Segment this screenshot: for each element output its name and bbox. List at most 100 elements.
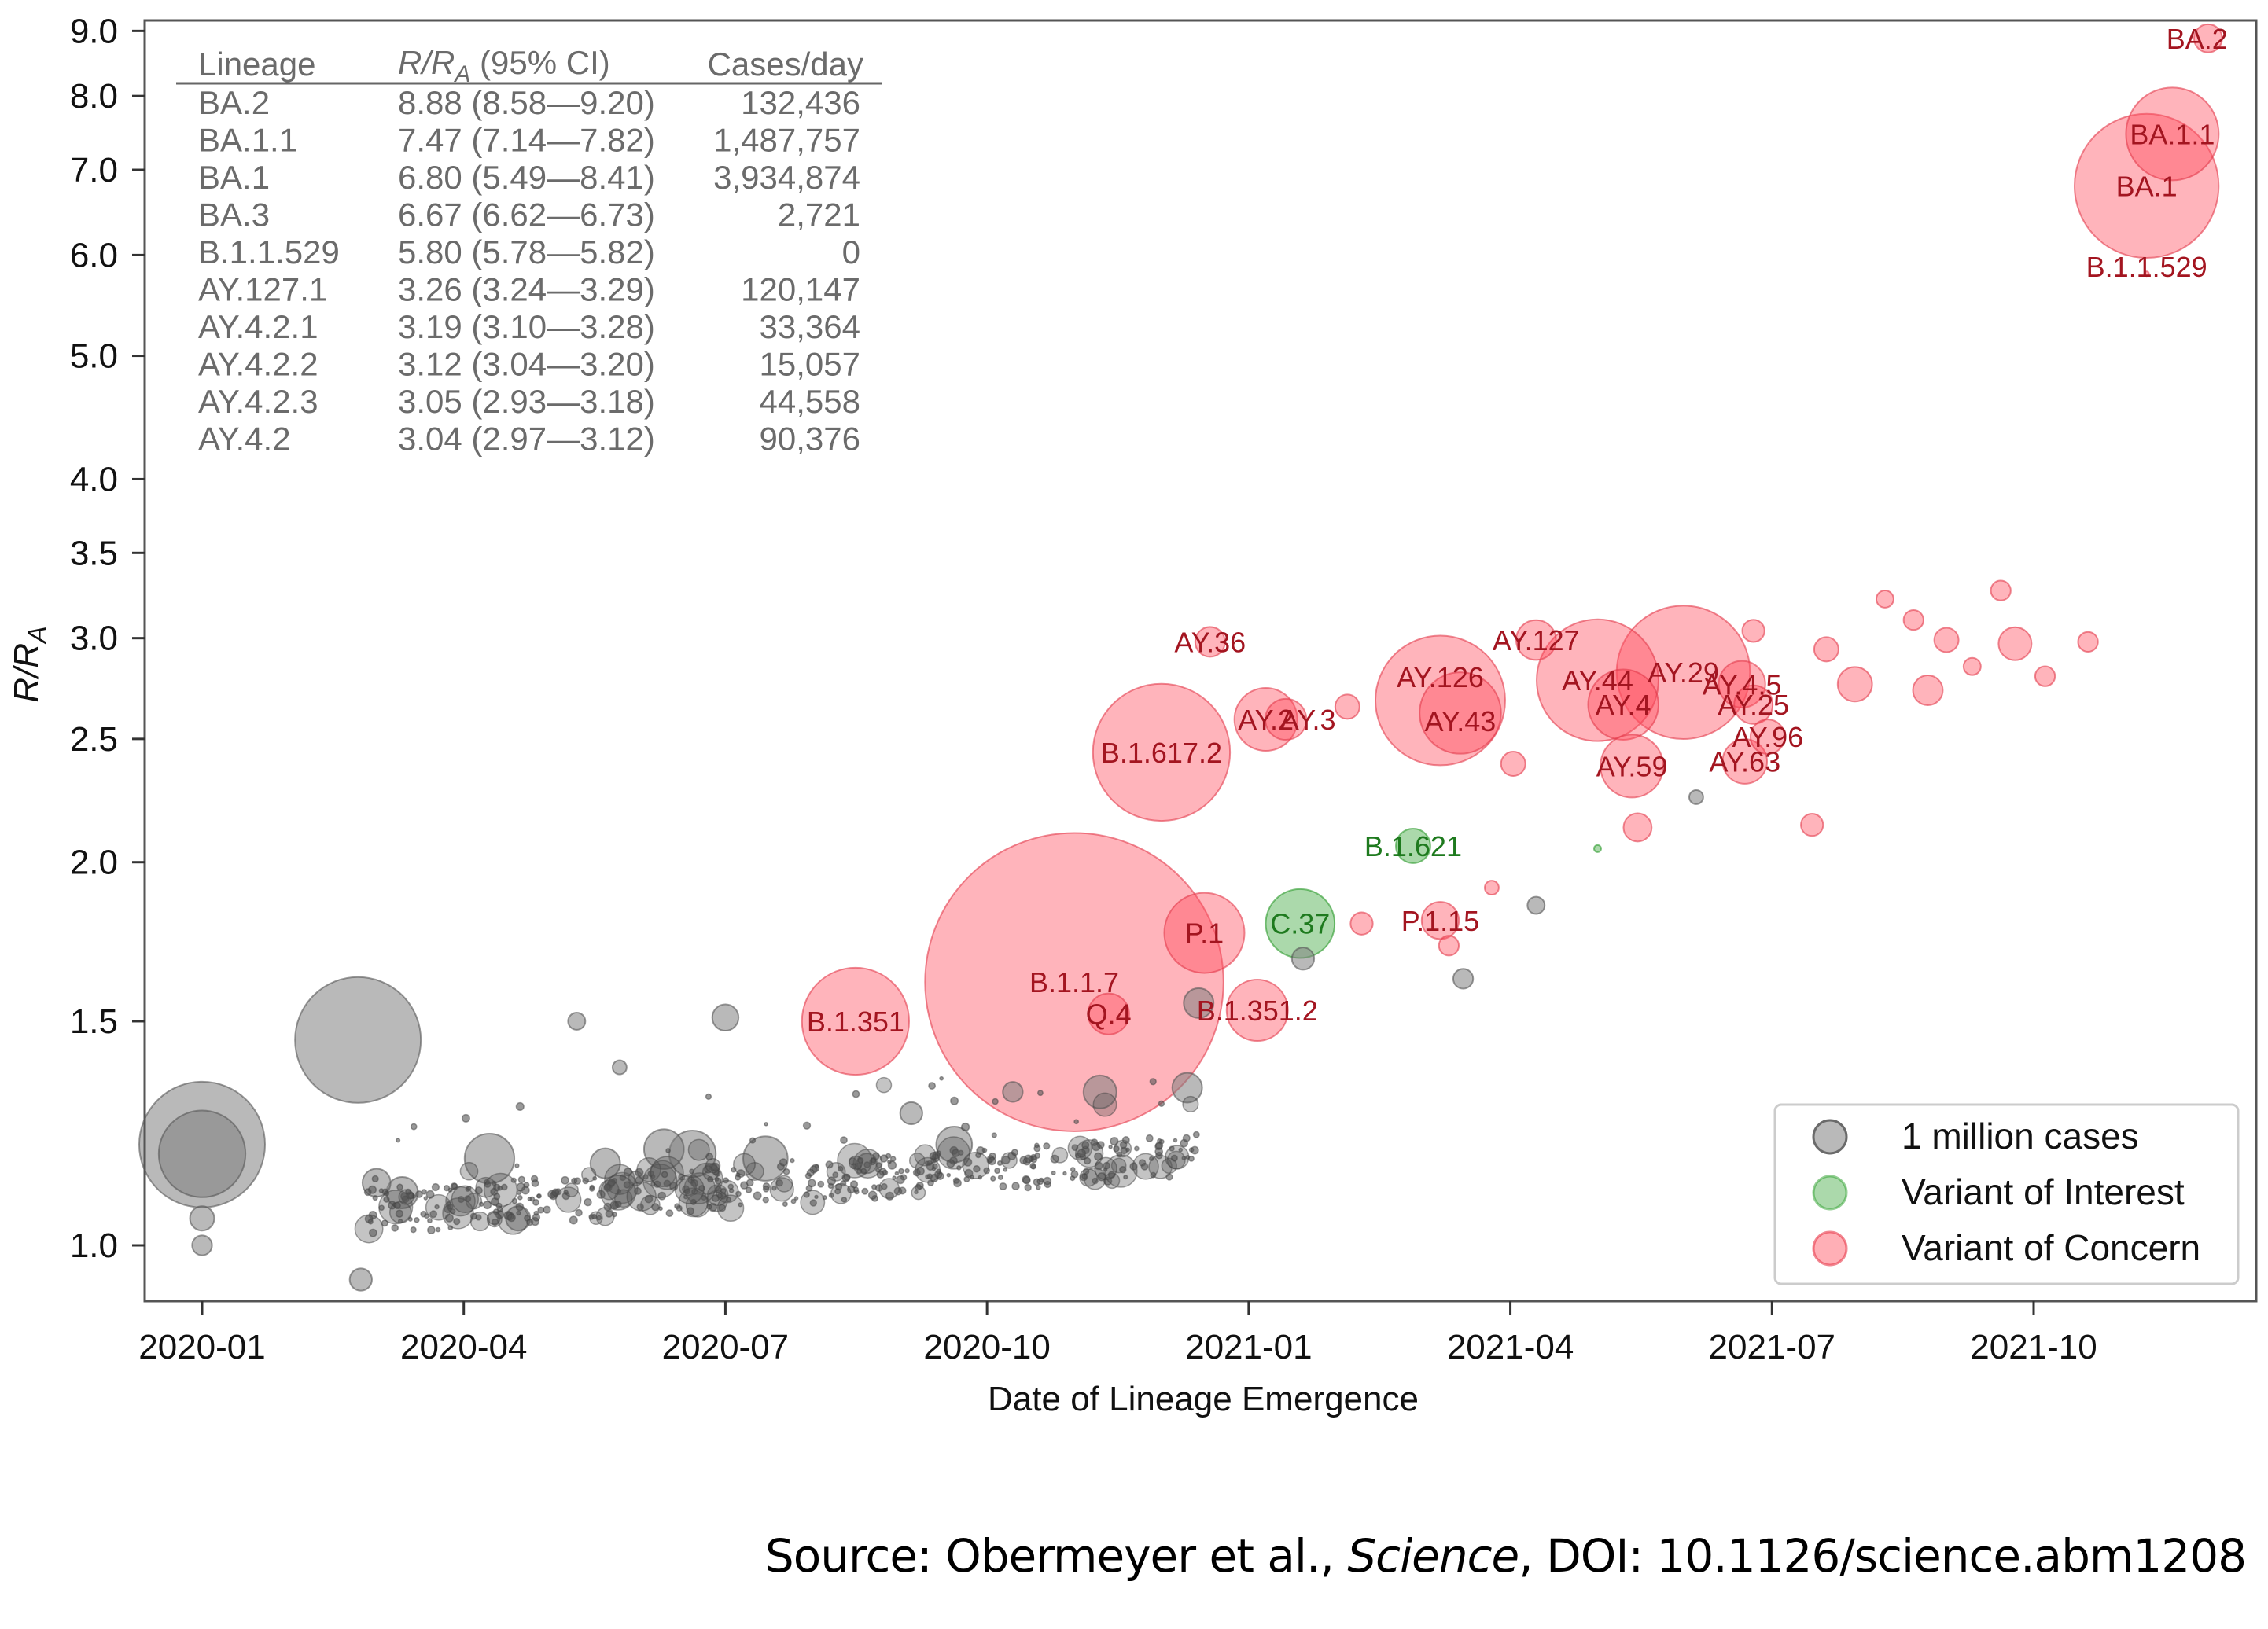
bubble	[378, 1188, 385, 1193]
bubble	[990, 1175, 996, 1182]
bubble	[861, 1187, 869, 1195]
bubble	[533, 1210, 539, 1216]
bubble	[782, 1168, 790, 1175]
bubble	[834, 1188, 841, 1195]
bubble	[191, 1234, 213, 1256]
bubble	[764, 1122, 768, 1127]
bubble	[939, 1076, 944, 1081]
bubble	[348, 1267, 373, 1292]
bubble	[555, 1186, 582, 1213]
bubble	[516, 1190, 522, 1196]
bubble	[946, 1172, 952, 1178]
bubble	[596, 1215, 602, 1221]
bubble	[611, 1059, 628, 1076]
bubble	[1912, 675, 1944, 706]
bubble-b-1-621	[1395, 828, 1431, 864]
bubble	[1092, 1092, 1117, 1117]
bubble	[515, 1202, 525, 1212]
bubble	[451, 1185, 480, 1213]
bubble	[1813, 636, 1839, 663]
bubble	[871, 1184, 878, 1190]
bubble	[991, 1132, 997, 1138]
y-tick-label: 8.0	[70, 77, 118, 116]
bubble	[447, 1203, 454, 1210]
bubble	[807, 1179, 816, 1188]
bubble	[1116, 1151, 1123, 1158]
bubble	[1170, 1154, 1178, 1162]
bubble	[860, 1168, 867, 1175]
bubble	[896, 1175, 905, 1185]
bubble	[714, 1186, 723, 1193]
bubble	[678, 1178, 697, 1197]
bubble	[674, 1174, 705, 1204]
bubble	[928, 1082, 937, 1090]
bubble	[711, 1162, 720, 1171]
bubble	[514, 1163, 520, 1168]
bubble	[516, 1182, 525, 1192]
bubble-b-1-351	[801, 966, 910, 1076]
bubble	[728, 1188, 735, 1193]
bubble	[726, 1197, 731, 1203]
bubble-label: AY.36	[1174, 626, 1246, 658]
bubble	[875, 1162, 882, 1169]
bubble	[1062, 1171, 1067, 1176]
x-tick-label: 2021-07	[1709, 1328, 1835, 1366]
bubble	[1077, 1149, 1087, 1158]
bubble	[459, 1161, 479, 1181]
bubble-ba-1-1	[2125, 86, 2220, 182]
table-cell-cases: 132,436	[741, 84, 860, 121]
bubble	[1003, 1167, 1008, 1172]
table-cell-lineage: BA.3	[198, 197, 270, 234]
bubble-ay-127	[1515, 619, 1557, 661]
legend-box	[1773, 1103, 2240, 1285]
x-tick-label: 2021-04	[1447, 1328, 1574, 1366]
bubble	[527, 1197, 532, 1201]
bubble-label: P.1.15	[1401, 905, 1479, 937]
bubble	[705, 1157, 721, 1174]
y-tick-label: 5.0	[70, 337, 118, 376]
bubble	[806, 1168, 815, 1177]
bubble	[914, 1190, 919, 1195]
bubble-label: AY.43	[1425, 705, 1497, 737]
bubble	[391, 1224, 399, 1232]
bubble	[658, 1206, 663, 1212]
bubble	[429, 1210, 438, 1219]
bubble	[623, 1181, 631, 1189]
bubble	[1030, 1164, 1036, 1170]
bubble-ay-29	[1615, 605, 1751, 741]
bubble	[852, 1090, 860, 1098]
table-cell-cases: 2,721	[778, 197, 860, 234]
bubble-label: B.1.351	[807, 1006, 904, 1038]
bubble	[1178, 1147, 1184, 1153]
bubble	[1500, 750, 1526, 777]
bubble-label: AY.4	[1596, 689, 1651, 721]
bubble	[603, 1202, 613, 1212]
bubble	[707, 1175, 714, 1183]
bubble-label: Q.4	[1086, 998, 1132, 1031]
x-tick-label: 2021-01	[1185, 1328, 1312, 1366]
bubble	[946, 1159, 955, 1168]
bubble	[851, 1163, 857, 1169]
bubble	[809, 1199, 818, 1207]
bubble	[1145, 1134, 1154, 1142]
table-cell-lineage: B.1.1.529	[198, 234, 340, 270]
table-cell-cases: 1,487,757	[713, 122, 860, 159]
bubble-label: AY.96	[1732, 721, 1803, 753]
bubble	[603, 1183, 611, 1191]
bubble	[501, 1183, 508, 1191]
bubble	[973, 1164, 981, 1173]
bubble	[970, 1175, 974, 1180]
bubble	[885, 1153, 892, 1160]
table-cell-r: 5.80 (5.78—5.82)	[398, 234, 655, 270]
bubble	[582, 1177, 590, 1185]
bubble	[405, 1188, 411, 1195]
bubble	[915, 1156, 941, 1183]
y-tick-label: 1.0	[70, 1226, 118, 1265]
bubble	[975, 1152, 981, 1159]
y-tick-label: 9.0	[70, 12, 118, 50]
bubble	[1962, 656, 1982, 676]
bubble	[1140, 1162, 1149, 1171]
bubble-ba-1	[2073, 112, 2220, 259]
bubble	[661, 1171, 668, 1179]
bubble	[1081, 1141, 1090, 1149]
